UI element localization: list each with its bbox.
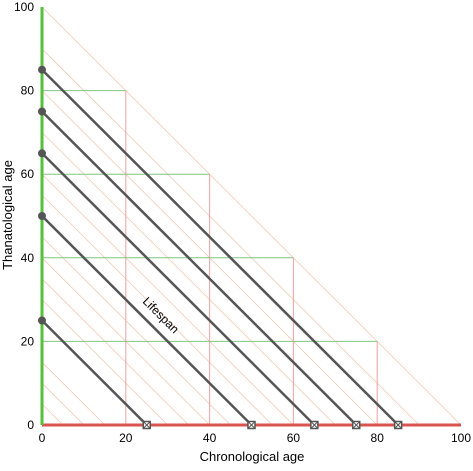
lifespan-line-25 [41, 319, 148, 426]
x-tick-label: 60 [287, 431, 301, 445]
guide-diagonal-5 [41, 403, 64, 426]
y-tick-label: 0 [27, 418, 34, 432]
birth-marker-50 [38, 212, 46, 220]
guide-diagonal-10 [41, 382, 85, 426]
x-axis-title: Chronological age [200, 449, 305, 464]
lifespan-line-75 [41, 110, 358, 426]
reference-lines [42, 90, 378, 425]
y-tick-label: 60 [21, 167, 35, 181]
x-tick-label: 0 [39, 431, 46, 445]
guide-diagonal-100 [41, 6, 462, 426]
death-marker-cross-b-50 [248, 421, 255, 429]
x-tick-label: 20 [119, 431, 133, 445]
x-tick-label: 40 [203, 431, 217, 445]
x-tick-label: 100 [451, 431, 471, 445]
guide-diagonal-90 [41, 48, 420, 426]
lifespan-annotation: Lifespan [140, 294, 182, 336]
lifespan-lines [38, 65, 403, 430]
guide-diagonal-30 [41, 299, 168, 426]
y-tick-label: 100 [14, 0, 34, 14]
guide-diagonal-55 [41, 194, 273, 426]
birth-marker-65 [38, 149, 46, 158]
y-tick-label: 80 [21, 84, 35, 98]
x-tick-label: 80 [371, 431, 385, 445]
guide-diagonal-45 [41, 236, 231, 426]
guide-diagonal-60 [41, 173, 294, 426]
guide-diagonal-15 [41, 362, 106, 426]
y-tick-label: 40 [21, 251, 35, 265]
birth-marker-25 [38, 316, 46, 325]
lifespan-line-85 [41, 68, 400, 426]
tick-labels: 0 20 40 60 80 100 0 20 40 60 80 100 [14, 0, 471, 445]
y-axis-title: Thanatological age [0, 160, 15, 270]
y-tick-label: 20 [21, 334, 35, 348]
death-marker-cross-b-85 [394, 421, 402, 429]
death-marker-cross-b-25 [143, 421, 151, 429]
lifespan-line-50 [41, 215, 253, 426]
death-marker-cross-b-65 [310, 421, 318, 429]
guide-diagonal-70 [41, 132, 336, 426]
birth-marker-85 [38, 65, 46, 74]
birth-marker-75 [38, 107, 46, 116]
guide-diagonal-35 [41, 278, 189, 426]
lifespan-line-65 [41, 152, 316, 426]
death-marker-cross-b-75 [352, 421, 360, 429]
